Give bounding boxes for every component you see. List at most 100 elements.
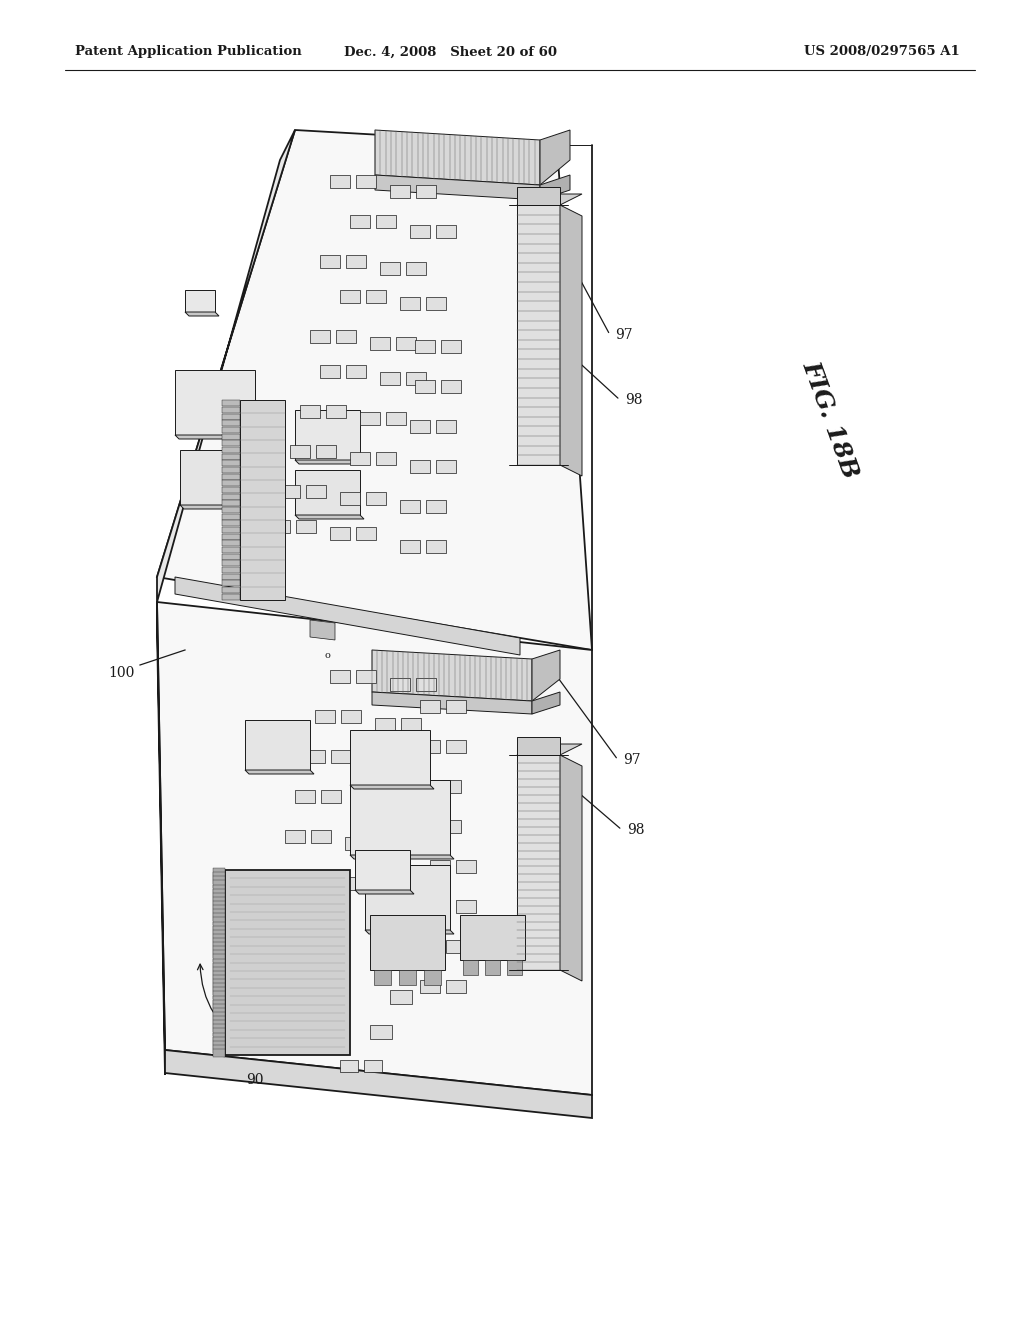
Polygon shape: [400, 540, 420, 553]
Polygon shape: [213, 942, 225, 950]
Polygon shape: [410, 459, 430, 473]
Polygon shape: [222, 507, 240, 513]
Polygon shape: [532, 692, 560, 714]
Polygon shape: [213, 1040, 225, 1048]
Polygon shape: [340, 1060, 358, 1072]
Polygon shape: [532, 649, 560, 701]
Polygon shape: [213, 925, 225, 933]
Polygon shape: [222, 546, 240, 553]
Polygon shape: [311, 830, 331, 843]
Polygon shape: [441, 820, 461, 833]
Polygon shape: [441, 341, 461, 352]
Polygon shape: [175, 577, 520, 655]
Polygon shape: [222, 594, 240, 599]
Text: 97: 97: [615, 327, 633, 342]
Polygon shape: [213, 917, 225, 925]
Polygon shape: [356, 176, 376, 187]
Polygon shape: [290, 445, 310, 458]
Polygon shape: [350, 855, 454, 859]
Polygon shape: [213, 913, 225, 921]
Polygon shape: [222, 434, 240, 440]
Polygon shape: [301, 870, 321, 883]
Polygon shape: [424, 970, 441, 985]
Polygon shape: [420, 940, 440, 953]
Polygon shape: [222, 540, 240, 546]
Polygon shape: [175, 370, 255, 436]
Polygon shape: [517, 194, 582, 205]
Polygon shape: [560, 755, 582, 981]
Polygon shape: [446, 940, 466, 953]
Polygon shape: [364, 1060, 382, 1072]
Polygon shape: [370, 1026, 392, 1039]
Polygon shape: [335, 876, 355, 890]
Polygon shape: [222, 487, 240, 492]
Polygon shape: [420, 741, 440, 752]
Polygon shape: [180, 450, 250, 506]
Polygon shape: [222, 520, 240, 527]
Polygon shape: [222, 400, 240, 407]
Polygon shape: [350, 215, 370, 228]
Text: o: o: [324, 651, 330, 660]
Polygon shape: [319, 255, 340, 268]
Polygon shape: [213, 979, 225, 987]
Polygon shape: [213, 888, 225, 896]
Polygon shape: [157, 602, 165, 1074]
Polygon shape: [340, 492, 360, 506]
Polygon shape: [165, 1049, 592, 1118]
Polygon shape: [441, 780, 461, 793]
Polygon shape: [213, 958, 225, 966]
Polygon shape: [222, 461, 240, 466]
Polygon shape: [222, 527, 240, 533]
Text: 97: 97: [623, 752, 641, 767]
Polygon shape: [330, 176, 350, 187]
Polygon shape: [456, 861, 476, 873]
Polygon shape: [213, 939, 225, 946]
Polygon shape: [213, 921, 225, 929]
Polygon shape: [185, 312, 219, 315]
Polygon shape: [355, 850, 410, 890]
Polygon shape: [401, 718, 421, 731]
Polygon shape: [365, 865, 450, 931]
Polygon shape: [420, 700, 440, 713]
Polygon shape: [213, 946, 225, 954]
Polygon shape: [406, 261, 426, 275]
Polygon shape: [446, 741, 466, 752]
Polygon shape: [372, 649, 532, 701]
Polygon shape: [321, 789, 341, 803]
Text: 100: 100: [109, 667, 135, 680]
Polygon shape: [391, 758, 411, 771]
Polygon shape: [331, 750, 351, 763]
Polygon shape: [213, 902, 225, 909]
Polygon shape: [346, 255, 366, 268]
Polygon shape: [366, 492, 386, 506]
Polygon shape: [390, 990, 412, 1005]
Polygon shape: [222, 426, 240, 433]
Polygon shape: [213, 1045, 225, 1053]
Polygon shape: [346, 366, 366, 378]
Polygon shape: [213, 933, 225, 942]
Polygon shape: [213, 929, 225, 937]
Polygon shape: [340, 290, 360, 304]
Polygon shape: [330, 671, 350, 682]
Polygon shape: [356, 527, 376, 540]
Polygon shape: [371, 837, 391, 850]
Polygon shape: [213, 1036, 225, 1044]
Polygon shape: [285, 830, 305, 843]
Polygon shape: [240, 400, 285, 601]
Polygon shape: [295, 515, 364, 519]
Polygon shape: [386, 412, 406, 425]
Polygon shape: [316, 445, 336, 458]
Polygon shape: [213, 876, 225, 884]
Polygon shape: [213, 950, 225, 958]
Polygon shape: [222, 494, 240, 500]
Polygon shape: [460, 915, 525, 960]
Polygon shape: [213, 892, 225, 900]
Polygon shape: [315, 710, 335, 723]
Text: 98: 98: [625, 393, 642, 407]
Polygon shape: [213, 906, 225, 913]
Polygon shape: [213, 1012, 225, 1020]
Polygon shape: [376, 215, 396, 228]
Polygon shape: [275, 870, 295, 883]
Polygon shape: [355, 797, 375, 810]
Polygon shape: [213, 884, 225, 892]
